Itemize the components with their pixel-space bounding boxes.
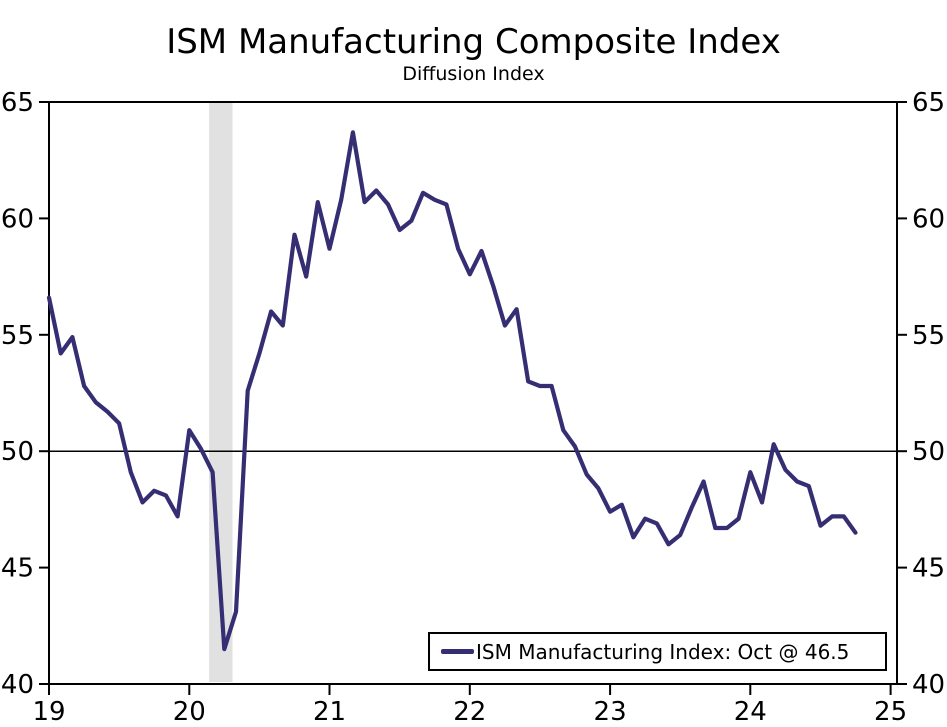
- x-axis-label-25: 25: [874, 697, 907, 727]
- y-axis-label-left-50: 50: [1, 437, 34, 467]
- ism-data-line: [46, 130, 858, 652]
- chart-title: ISM Manufacturing Composite Index: [166, 22, 781, 62]
- y-axis-label-right-40: 40: [912, 670, 945, 700]
- legend-line-swatch-icon: [441, 649, 474, 654]
- chart-subtitle: Diffusion Index: [402, 63, 545, 85]
- legend-label: ISM Manufacturing Index: Oct @ 46.5: [476, 639, 850, 664]
- y-axis-label-right-45: 45: [912, 554, 945, 584]
- y-axis-label-right-60: 60: [912, 204, 945, 234]
- y-axis-label-left-65: 65: [1, 88, 34, 118]
- y-axis-label-right-50: 50: [912, 437, 945, 467]
- x-axis-label-21: 21: [313, 697, 346, 727]
- x-axis-label-20: 20: [173, 697, 206, 727]
- plot-frame: [48, 101, 898, 685]
- legend-box: ISM Manufacturing Index: Oct @ 46.5: [428, 632, 887, 671]
- y-axis-label-left-55: 55: [1, 321, 34, 351]
- y-axis-label-left-60: 60: [1, 204, 34, 234]
- y-axis-label-left-45: 45: [1, 554, 34, 584]
- x-axis-label-24: 24: [734, 697, 767, 727]
- y-axis-label-right-55: 55: [912, 321, 945, 351]
- y-axis-label-left-40: 40: [1, 670, 34, 700]
- x-axis-label-22: 22: [453, 697, 486, 727]
- x-axis-label-23: 23: [594, 697, 627, 727]
- y-axis-label-right-65: 65: [912, 88, 945, 118]
- x-axis-label-19: 19: [32, 697, 65, 727]
